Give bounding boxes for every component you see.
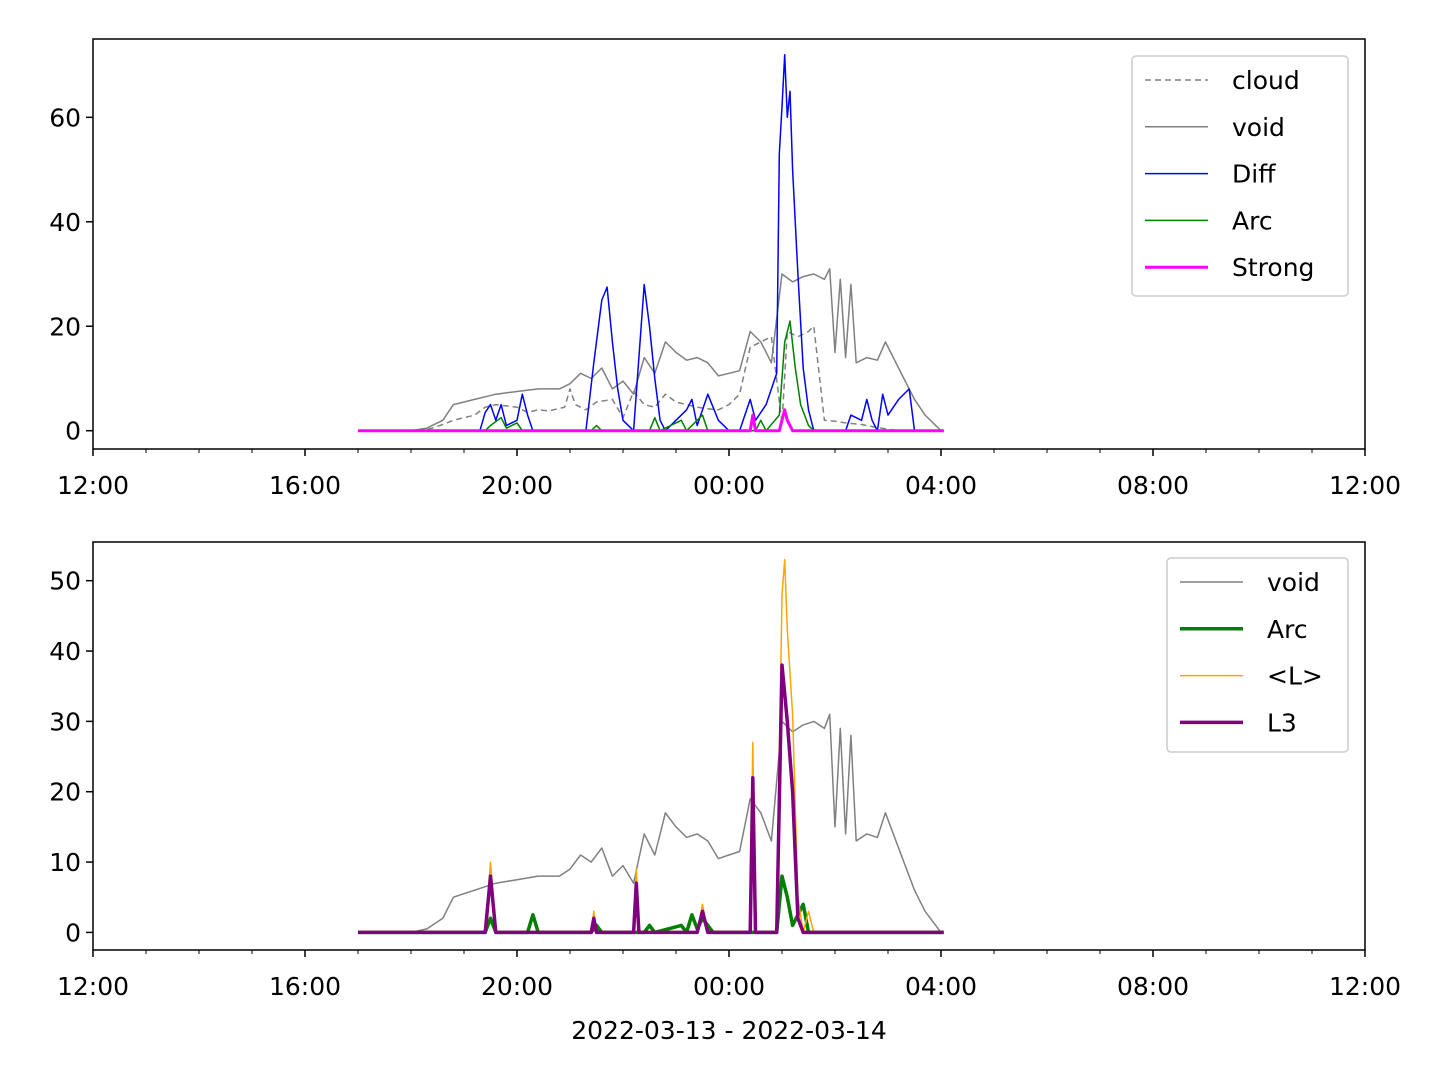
- x-tick-label: 12:00: [1329, 972, 1401, 1001]
- x-tick-label: 20:00: [481, 471, 553, 500]
- legend-label: <L>: [1267, 662, 1323, 691]
- series-line-arc: [358, 320, 944, 432]
- bottom-series-lines: [358, 558, 944, 935]
- legend-label: Strong: [1232, 253, 1314, 282]
- x-tick-label: 04:00: [905, 471, 977, 500]
- legend-box: [1166, 557, 1349, 753]
- x-tick-label: 12:00: [1329, 471, 1401, 500]
- x-tick-label: 08:00: [1117, 972, 1189, 1001]
- bottom-axes-frame: [92, 541, 1366, 951]
- legend-label: L3: [1267, 708, 1297, 737]
- legend-label: Arc: [1267, 615, 1308, 644]
- y-tick-label: 20: [49, 312, 81, 341]
- series-line-void: [358, 268, 944, 432]
- x-tick-label: 20:00: [481, 972, 553, 1001]
- series-line-arc: [358, 874, 944, 935]
- legend-label: Arc: [1232, 206, 1273, 235]
- x-tick-label: 08:00: [1117, 471, 1189, 500]
- bottom-y-axis: 0 10 20 30 40 50: [49, 567, 93, 947]
- legend-label: Diff: [1232, 160, 1276, 189]
- y-tick-label: 40: [49, 637, 81, 666]
- top-axes-frame: [92, 38, 1366, 450]
- y-tick-label: 60: [49, 103, 81, 132]
- bottom-legend: void Arc <L> L3: [1166, 557, 1349, 753]
- bottom-x-axis-label: 2022-03-13 - 2022-03-14: [571, 1016, 887, 1045]
- x-tick-label: 04:00: [905, 972, 977, 1001]
- bottom-chart-panel: 0 10 20 30 40 50 12:00 16:00 20:00 00:00 04:00 08:…: [49, 541, 1401, 1001]
- legend-label: void: [1267, 568, 1320, 597]
- bottom-x-axis: 12:00 16:00 20:00 00:00 04:00 08:00 12:00: [57, 950, 1401, 1001]
- series-line-cloud: [358, 325, 944, 432]
- y-tick-label: 30: [49, 707, 81, 736]
- x-tick-label: 16:00: [269, 972, 341, 1001]
- x-tick-label: 12:00: [57, 471, 129, 500]
- x-tick-label: 12:00: [57, 972, 129, 1001]
- x-tick-label: 16:00: [269, 471, 341, 500]
- series-line-void: [358, 713, 944, 934]
- series-line-strong: [358, 408, 944, 433]
- x-tick-label: 00:00: [693, 972, 765, 1001]
- top-x-axis: 12:00 16:00 20:00 00:00 04:00 08:00 12:00: [57, 449, 1401, 500]
- y-tick-label: 0: [65, 918, 81, 947]
- legend-box: [1131, 55, 1349, 297]
- y-tick-label: 0: [65, 417, 81, 446]
- top-legend: cloud void Diff Arc Strong: [1131, 55, 1349, 297]
- y-tick-label: 40: [49, 208, 81, 237]
- y-tick-label: 10: [49, 848, 81, 877]
- series-line-diff: [358, 53, 916, 432]
- y-tick-label: 20: [49, 778, 81, 807]
- y-tick-label: 50: [49, 567, 81, 596]
- series-line-l3: [358, 663, 944, 935]
- top-y-axis: 0 20 40 60: [49, 103, 93, 446]
- top-series-lines: [358, 53, 944, 433]
- legend-label: cloud: [1232, 66, 1300, 95]
- legend-label: void: [1232, 113, 1285, 142]
- x-tick-label: 00:00: [693, 471, 765, 500]
